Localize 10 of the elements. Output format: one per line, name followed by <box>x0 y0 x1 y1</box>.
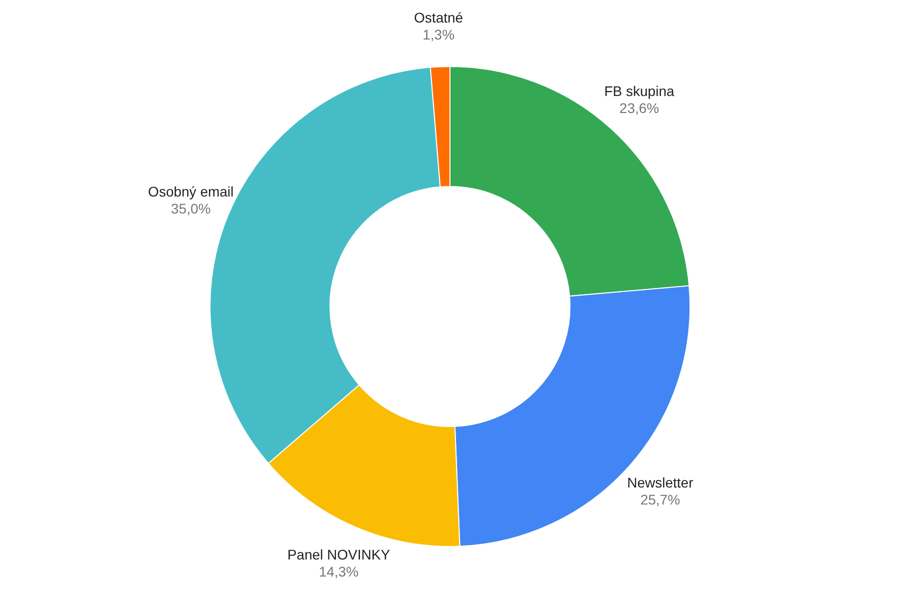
slice-label: Panel NOVINKY <box>287 546 391 562</box>
slice-label: Osobný email <box>148 183 234 200</box>
data-label: 23,6% <box>619 100 660 116</box>
slice-label: Ostatné <box>414 10 464 26</box>
data-label: 1,3% <box>422 26 455 43</box>
data-label: 35,0% <box>171 200 211 216</box>
data-label: 14,3% <box>318 563 359 580</box>
slice-label: FB skupina <box>604 83 674 100</box>
slice-label: Newsletter <box>627 474 694 490</box>
data-label: 25,7% <box>640 491 680 508</box>
